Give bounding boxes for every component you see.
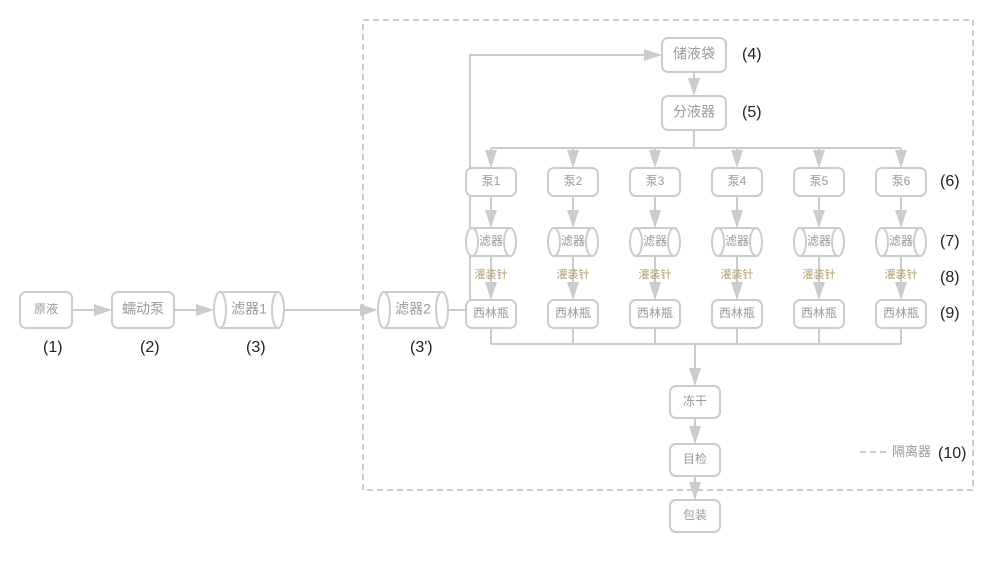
node-p2: 泵2 <box>548 168 598 196</box>
node-label: 泵4 <box>728 174 747 188</box>
node-label: 滤器 <box>725 234 749 248</box>
needle-label: 灌装针 <box>475 267 508 281</box>
node-label: 泵2 <box>564 174 583 188</box>
node-f2: 滤器 <box>548 228 598 256</box>
annotation: (8) <box>940 269 960 286</box>
legend-label: 隔离器 <box>892 444 931 459</box>
node-label: 泵5 <box>810 174 829 188</box>
node-label: 分液器 <box>673 104 715 120</box>
node-label: 西林瓶 <box>719 306 755 320</box>
node-label: 西林瓶 <box>883 306 919 320</box>
node-label: 滤器 <box>561 234 585 248</box>
annotation: (10) <box>938 445 966 462</box>
annotation: (4) <box>742 46 762 63</box>
node-v6: 西林瓶 <box>876 300 926 328</box>
node-p1: 泵1 <box>466 168 516 196</box>
node-label: 滤器 <box>479 234 503 248</box>
node-np: 包装 <box>670 500 720 532</box>
annotation: (7) <box>940 233 960 250</box>
node-label: 储液袋 <box>673 46 715 62</box>
node-p4: 泵4 <box>712 168 762 196</box>
node-label: 冻干 <box>683 393 707 408</box>
needle-label: 灌装针 <box>557 267 590 281</box>
node-nd: 冻干 <box>670 386 720 418</box>
node-n1: 原液 <box>20 292 72 328</box>
needle-label: 灌装针 <box>721 267 754 281</box>
node-label: 原液 <box>34 301 58 316</box>
node-p3: 泵3 <box>630 168 680 196</box>
annotation: (3') <box>410 339 433 356</box>
node-n2: 蠕动泵 <box>112 292 174 328</box>
node-v2: 西林瓶 <box>548 300 598 328</box>
needle-label: 灌装针 <box>639 267 672 281</box>
node-n3p: 滤器2 <box>378 292 448 328</box>
annotation: (5) <box>742 104 762 121</box>
node-v5: 西林瓶 <box>794 300 844 328</box>
node-label: 蠕动泵 <box>122 301 164 317</box>
node-label: 滤器 <box>889 234 913 248</box>
node-v3: 西林瓶 <box>630 300 680 328</box>
annotation: (9) <box>940 305 960 322</box>
node-v1: 西林瓶 <box>466 300 516 328</box>
node-label: 滤器 <box>807 234 831 248</box>
annotation: (6) <box>940 173 960 190</box>
node-label: 泵6 <box>892 174 911 188</box>
node-label: 目检 <box>683 451 707 466</box>
node-n4: 储液袋 <box>662 38 726 72</box>
node-p6: 泵6 <box>876 168 926 196</box>
node-label: 包装 <box>683 508 707 522</box>
node-label: 泵3 <box>646 174 665 188</box>
node-label: 滤器2 <box>395 301 431 317</box>
node-label: 西林瓶 <box>555 306 591 320</box>
annotation: (1) <box>43 339 63 356</box>
needle-label: 灌装针 <box>803 267 836 281</box>
node-f6: 滤器 <box>876 228 926 256</box>
node-label: 滤器 <box>643 234 667 248</box>
node-n3: 滤器1 <box>214 292 284 328</box>
node-label: 西林瓶 <box>637 306 673 320</box>
node-p5: 泵5 <box>794 168 844 196</box>
node-ni: 目检 <box>670 444 720 476</box>
node-label: 滤器1 <box>231 301 267 317</box>
node-label: 泵1 <box>482 174 501 188</box>
annotation: (3) <box>246 339 266 356</box>
node-f3: 滤器 <box>630 228 680 256</box>
needle-label: 灌装针 <box>885 267 918 281</box>
annotation: (2) <box>140 339 160 356</box>
node-f1: 滤器 <box>466 228 516 256</box>
node-n5: 分液器 <box>662 96 726 130</box>
node-f5: 滤器 <box>794 228 844 256</box>
node-label: 西林瓶 <box>801 306 837 320</box>
flowchart-svg: 原液 蠕动泵 滤器1 滤器2 储液袋分液器泵1 泵2 泵3 泵4 泵5 泵6 滤器 滤器 滤器 滤器 滤器 滤… <box>0 0 1000 564</box>
node-v4: 西林瓶 <box>712 300 762 328</box>
node-label: 西林瓶 <box>473 306 509 320</box>
node-f4: 滤器 <box>712 228 762 256</box>
